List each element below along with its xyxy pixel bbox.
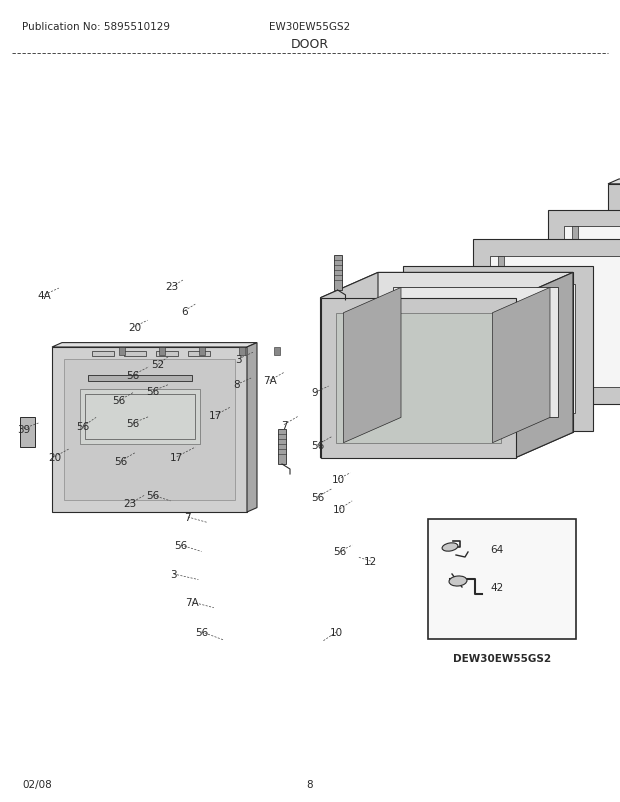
Text: 7: 7 bbox=[281, 420, 287, 430]
Text: 7A: 7A bbox=[185, 597, 199, 607]
Polygon shape bbox=[343, 288, 401, 444]
Text: 17: 17 bbox=[209, 411, 223, 420]
Text: 20: 20 bbox=[48, 452, 61, 462]
Text: 56: 56 bbox=[311, 492, 324, 502]
Polygon shape bbox=[88, 375, 192, 382]
Polygon shape bbox=[402, 267, 593, 431]
Polygon shape bbox=[334, 256, 342, 290]
Polygon shape bbox=[608, 184, 620, 350]
Polygon shape bbox=[473, 240, 620, 404]
Text: DEW30EW55GS2: DEW30EW55GS2 bbox=[453, 653, 551, 663]
Text: 56: 56 bbox=[76, 422, 90, 431]
Text: 56: 56 bbox=[112, 396, 126, 406]
Text: 56: 56 bbox=[174, 541, 188, 550]
Polygon shape bbox=[393, 288, 558, 418]
Text: 12: 12 bbox=[364, 557, 378, 566]
Polygon shape bbox=[321, 273, 573, 298]
Text: 8: 8 bbox=[234, 380, 240, 390]
Text: Publication No: 5895510129: Publication No: 5895510129 bbox=[22, 22, 170, 32]
Polygon shape bbox=[608, 345, 620, 350]
Polygon shape bbox=[80, 390, 200, 444]
Text: 10: 10 bbox=[333, 504, 347, 514]
Text: 56: 56 bbox=[146, 491, 160, 500]
Polygon shape bbox=[274, 347, 280, 355]
Text: 52: 52 bbox=[151, 360, 165, 370]
Polygon shape bbox=[52, 347, 247, 512]
Polygon shape bbox=[239, 347, 245, 355]
Polygon shape bbox=[420, 285, 575, 414]
Text: 42: 42 bbox=[490, 582, 503, 592]
Text: 56: 56 bbox=[311, 440, 324, 450]
Polygon shape bbox=[378, 273, 573, 433]
Text: 23: 23 bbox=[123, 499, 137, 508]
Text: 56: 56 bbox=[126, 419, 140, 428]
Polygon shape bbox=[335, 314, 500, 444]
Text: 3: 3 bbox=[170, 569, 177, 579]
Text: 20: 20 bbox=[128, 322, 141, 332]
Text: 56: 56 bbox=[146, 387, 160, 396]
Text: 56: 56 bbox=[195, 627, 208, 637]
FancyBboxPatch shape bbox=[428, 520, 576, 639]
Text: 7A: 7A bbox=[263, 376, 277, 386]
Text: 6: 6 bbox=[182, 306, 188, 316]
Text: 02/08: 02/08 bbox=[22, 779, 51, 789]
Text: 9: 9 bbox=[312, 388, 318, 398]
Polygon shape bbox=[20, 418, 35, 448]
Polygon shape bbox=[156, 351, 178, 356]
Polygon shape bbox=[92, 351, 114, 356]
Text: 56: 56 bbox=[333, 547, 347, 557]
Polygon shape bbox=[52, 343, 257, 347]
Text: 56: 56 bbox=[114, 456, 128, 466]
Text: 23: 23 bbox=[166, 282, 179, 292]
Text: EW30EW55GS2: EW30EW55GS2 bbox=[269, 22, 351, 32]
Text: DOOR: DOOR bbox=[291, 38, 329, 51]
Text: 7: 7 bbox=[185, 512, 191, 522]
Polygon shape bbox=[428, 285, 435, 414]
Text: 39: 39 bbox=[17, 424, 30, 434]
Text: 3: 3 bbox=[236, 354, 242, 364]
Polygon shape bbox=[560, 285, 567, 414]
Polygon shape bbox=[247, 343, 257, 512]
Ellipse shape bbox=[442, 543, 458, 552]
Text: 17: 17 bbox=[170, 452, 184, 462]
Polygon shape bbox=[608, 180, 620, 184]
Text: 8: 8 bbox=[307, 779, 313, 789]
Polygon shape bbox=[321, 273, 378, 458]
Polygon shape bbox=[321, 433, 573, 458]
Polygon shape bbox=[515, 273, 573, 458]
Polygon shape bbox=[199, 347, 205, 355]
Polygon shape bbox=[564, 227, 620, 360]
Polygon shape bbox=[278, 429, 286, 464]
Polygon shape bbox=[159, 347, 165, 355]
Polygon shape bbox=[492, 288, 550, 444]
Polygon shape bbox=[119, 347, 125, 355]
Polygon shape bbox=[188, 351, 210, 356]
Polygon shape bbox=[490, 257, 620, 387]
Polygon shape bbox=[498, 257, 504, 387]
Text: 56: 56 bbox=[126, 371, 140, 380]
Polygon shape bbox=[321, 298, 515, 458]
Text: 64: 64 bbox=[490, 545, 503, 554]
Text: 10: 10 bbox=[331, 475, 345, 484]
Polygon shape bbox=[64, 359, 235, 500]
Polygon shape bbox=[572, 227, 578, 360]
Text: 4A: 4A bbox=[38, 290, 51, 300]
Polygon shape bbox=[548, 211, 620, 375]
Polygon shape bbox=[124, 351, 146, 356]
Text: 10: 10 bbox=[330, 627, 343, 637]
Ellipse shape bbox=[449, 577, 467, 586]
